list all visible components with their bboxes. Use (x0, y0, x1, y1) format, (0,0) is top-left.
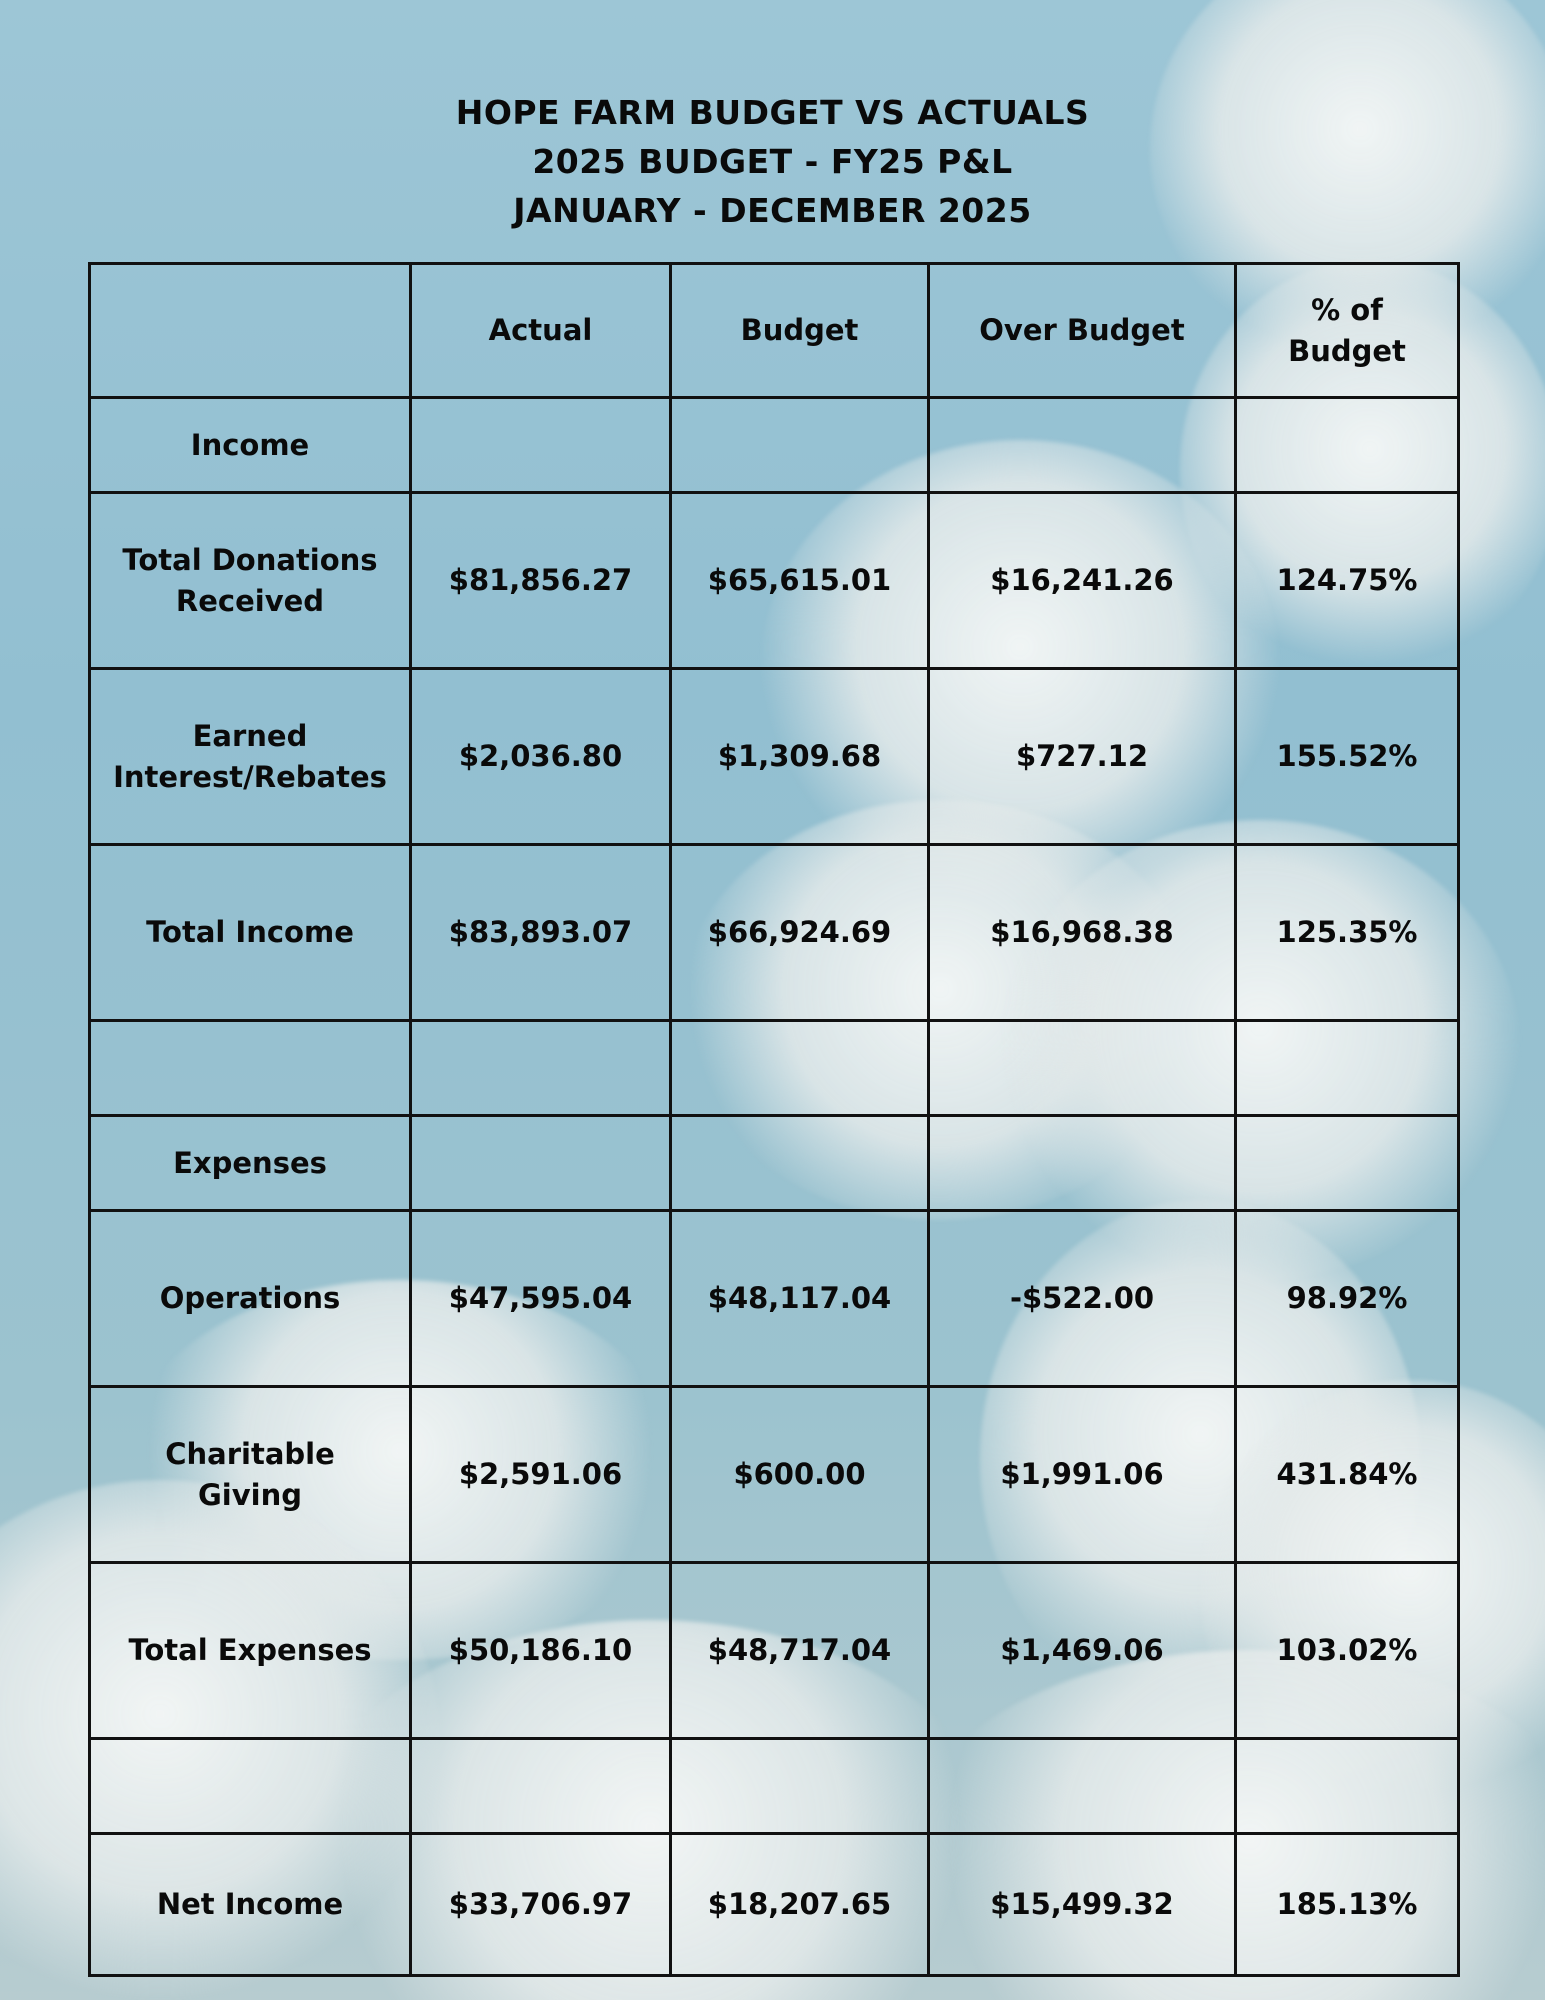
cell-budget: $1,309.68 (669, 667, 930, 846)
cell-over-budget: $1,469.06 (927, 1561, 1237, 1740)
table-row-total: Total Income $83,893.07 $66,924.69 $16,9… (88, 843, 1460, 1022)
cell-over-budget: $15,499.32 (927, 1832, 1237, 1977)
row-label: Net Income (88, 1832, 412, 1977)
row-label: Charitable Giving (88, 1385, 412, 1564)
cell-over-budget: -$522.00 (927, 1209, 1237, 1388)
cell-pct-budget: 185.13% (1234, 1832, 1460, 1977)
cell-pct-budget: 103.02% (1234, 1561, 1460, 1740)
document-title: HOPE FARM BUDGET VS ACTUALS 2025 BUDGET … (0, 88, 1545, 235)
row-label: Earned Interest/Rebates (88, 667, 412, 846)
row-label: Total Expenses (88, 1561, 412, 1740)
budget-vs-actuals-table: Actual Budget Over Budget % of Budget In… (88, 262, 1460, 1977)
cell-actual: $2,036.80 (409, 667, 672, 846)
title-line-3: JANUARY - DECEMBER 2025 (513, 191, 1032, 230)
table-header-row: Actual Budget Over Budget % of Budget (88, 262, 1460, 399)
cell-over-budget: $1,991.06 (927, 1385, 1237, 1564)
title-line-1: HOPE FARM BUDGET VS ACTUALS (455, 93, 1090, 132)
cell-budget: $48,717.04 (669, 1561, 930, 1740)
header-label (88, 262, 412, 399)
cell-pct-budget: 98.92% (1234, 1209, 1460, 1388)
table-row: Total Donations Received $81,856.27 $65,… (88, 491, 1460, 670)
cell-actual: $47,595.04 (409, 1209, 672, 1388)
section-row-income: Income (88, 396, 1460, 494)
row-label: Total Income (88, 843, 412, 1022)
cell-actual: $33,706.97 (409, 1832, 672, 1977)
cell-over-budget: $16,968.38 (927, 843, 1237, 1022)
table-row-net-income: Net Income $33,706.97 $18,207.65 $15,499… (88, 1832, 1460, 1977)
row-label: Operations (88, 1209, 412, 1388)
row-label: Total Donations Received (88, 491, 412, 670)
blank-row (88, 1019, 1460, 1117)
section-label-expenses: Expenses (88, 1114, 412, 1212)
table-row: Operations $47,595.04 $48,117.04 -$522.0… (88, 1209, 1460, 1388)
header-pct-budget: % of Budget (1234, 262, 1460, 399)
blank-row (88, 1737, 1460, 1835)
cell-actual: $83,893.07 (409, 843, 672, 1022)
table-row-total: Total Expenses $50,186.10 $48,717.04 $1,… (88, 1561, 1460, 1740)
cell-actual: $81,856.27 (409, 491, 672, 670)
cell-actual: $50,186.10 (409, 1561, 672, 1740)
cell-budget: $65,615.01 (669, 491, 930, 670)
cell-over-budget: $16,241.26 (927, 491, 1237, 670)
cell-budget: $66,924.69 (669, 843, 930, 1022)
table-row: Earned Interest/Rebates $2,036.80 $1,309… (88, 667, 1460, 846)
cell-budget: $18,207.65 (669, 1832, 930, 1977)
section-label-income: Income (88, 396, 412, 494)
cell-budget: $600.00 (669, 1385, 930, 1564)
header-actual: Actual (409, 262, 672, 399)
title-line-2: 2025 BUDGET - FY25 P&L (532, 142, 1013, 181)
cell-over-budget: $727.12 (927, 667, 1237, 846)
cell-pct-budget: 125.35% (1234, 843, 1460, 1022)
cell-pct-budget: 155.52% (1234, 667, 1460, 846)
cell-actual: $2,591.06 (409, 1385, 672, 1564)
table-row: Charitable Giving $2,591.06 $600.00 $1,9… (88, 1385, 1460, 1564)
cell-budget: $48,117.04 (669, 1209, 930, 1388)
cell-pct-budget: 431.84% (1234, 1385, 1460, 1564)
cell-pct-budget: 124.75% (1234, 491, 1460, 670)
header-over-budget: Over Budget (927, 262, 1237, 399)
section-row-expenses: Expenses (88, 1114, 1460, 1212)
header-budget: Budget (669, 262, 930, 399)
